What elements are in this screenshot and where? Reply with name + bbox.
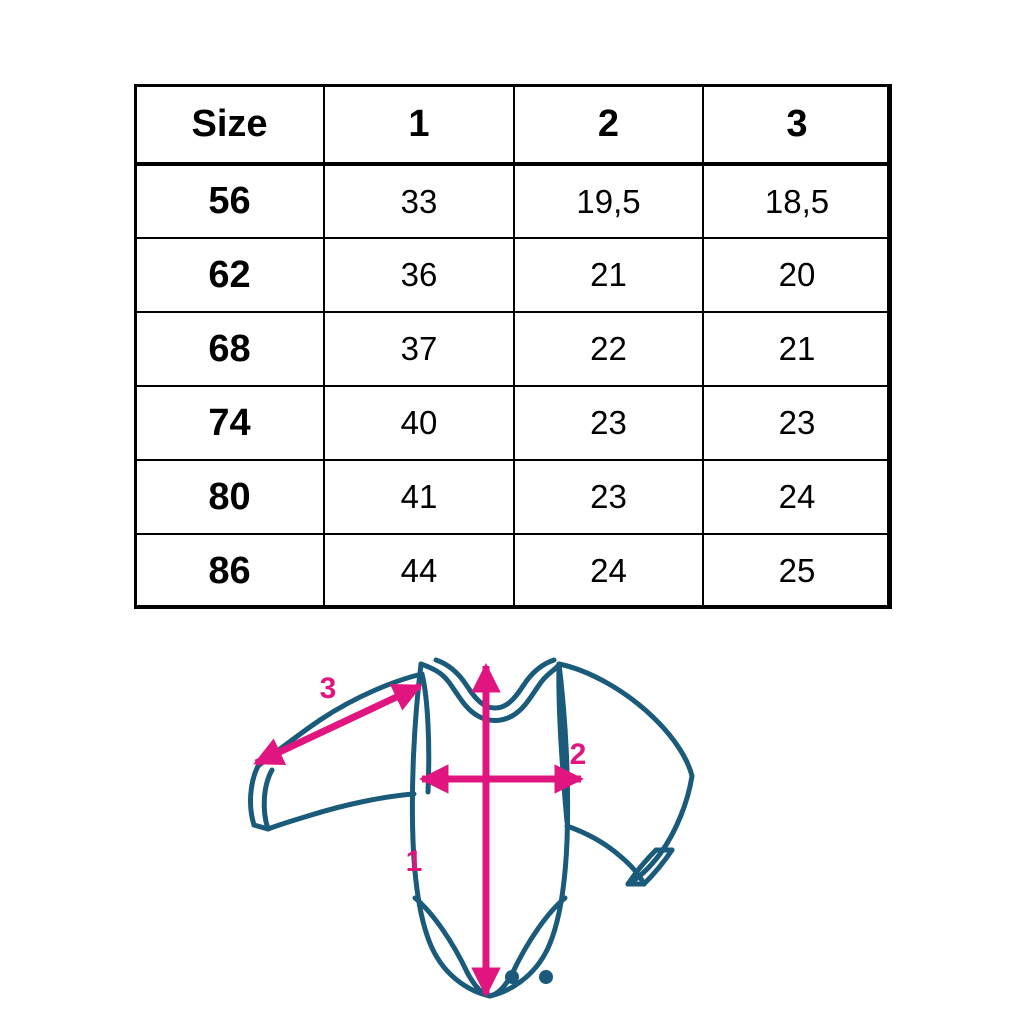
cell-size: 56 xyxy=(134,163,325,239)
cell-measure-1: 36 xyxy=(323,237,515,313)
column-header-measure-2: 2 xyxy=(513,84,704,166)
snap-button-icon xyxy=(505,970,553,984)
cell-measure-3: 23 xyxy=(702,385,892,461)
table-body: 56 33 19,5 18,5 62 36 21 20 68 37 22 21 … xyxy=(134,163,892,609)
cell-measure-3: 20 xyxy=(702,237,892,313)
table-row: 86 44 24 25 xyxy=(134,533,892,609)
table-header-row: Size 1 2 3 xyxy=(134,84,892,166)
cell-size: 62 xyxy=(134,237,325,313)
cell-size: 86 xyxy=(134,533,325,609)
measure-label-2: 2 xyxy=(570,738,587,771)
cell-measure-3: 21 xyxy=(702,311,892,387)
measure-label-1: 1 xyxy=(406,845,423,878)
table-row: 80 41 23 24 xyxy=(134,459,892,535)
cell-measure-2: 24 xyxy=(513,533,704,609)
cell-measure-1: 37 xyxy=(323,311,515,387)
column-header-measure-3: 3 xyxy=(702,84,892,166)
bodysuit-outline-icon xyxy=(248,657,695,999)
cell-measure-1: 44 xyxy=(323,533,515,609)
cell-measure-1: 41 xyxy=(323,459,515,535)
table-row: 62 36 21 20 xyxy=(134,237,892,313)
cell-measure-2: 23 xyxy=(513,459,704,535)
table-row: 74 40 23 23 xyxy=(134,385,892,461)
cell-measure-2: 19,5 xyxy=(513,163,704,239)
garment-measurement-diagram: 1 2 3 xyxy=(236,636,736,1018)
cell-measure-1: 33 xyxy=(323,163,515,239)
table-row: 56 33 19,5 18,5 xyxy=(134,163,892,239)
cell-size: 68 xyxy=(134,311,325,387)
column-header-size: Size xyxy=(134,84,325,166)
measure-label-3: 3 xyxy=(320,672,337,705)
cell-measure-3: 25 xyxy=(702,533,892,609)
cell-measure-2: 21 xyxy=(513,237,704,313)
cell-measure-1: 40 xyxy=(323,385,515,461)
cell-measure-2: 22 xyxy=(513,311,704,387)
column-header-measure-1: 1 xyxy=(323,84,515,166)
cell-measure-3: 24 xyxy=(702,459,892,535)
cell-size: 80 xyxy=(134,459,325,535)
cell-size: 74 xyxy=(134,385,325,461)
cell-measure-3: 18,5 xyxy=(702,163,892,239)
cell-measure-2: 23 xyxy=(513,385,704,461)
size-chart-table-container: Size 1 2 3 56 33 19,5 18,5 62 36 21 20 6… xyxy=(134,84,892,609)
table-header: Size 1 2 3 xyxy=(134,84,892,166)
measure-arrow-sleeve-length xyxy=(253,682,423,767)
size-chart-table: Size 1 2 3 56 33 19,5 18,5 62 36 21 20 6… xyxy=(134,84,892,609)
table-row: 68 37 22 21 xyxy=(134,311,892,387)
